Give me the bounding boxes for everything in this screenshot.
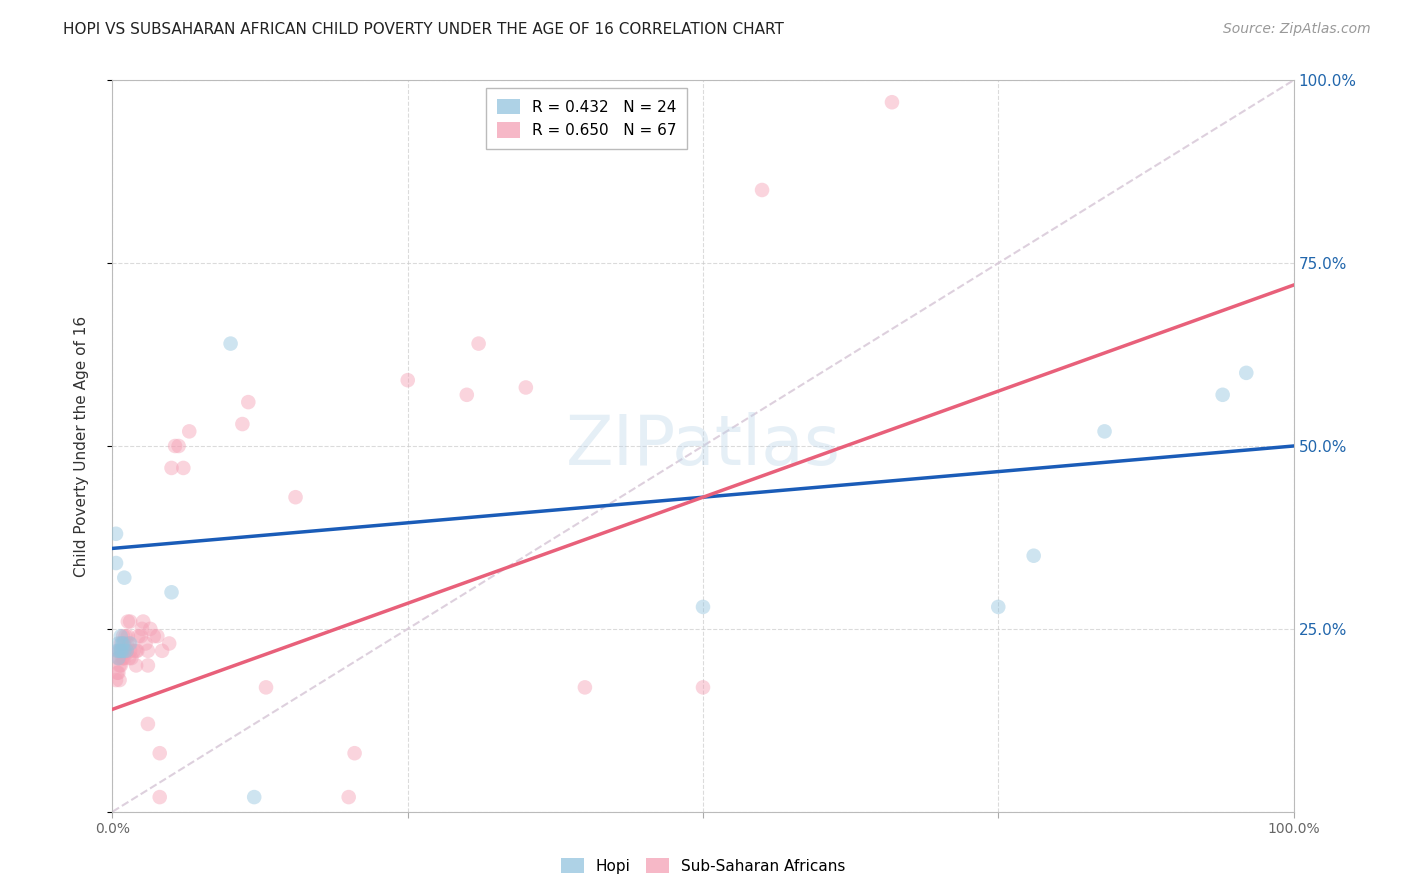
Point xyxy=(751,183,773,197)
Point xyxy=(692,681,714,695)
Point xyxy=(117,629,139,643)
Point xyxy=(132,615,155,629)
Point xyxy=(108,651,131,665)
Point xyxy=(108,658,131,673)
Point xyxy=(1022,549,1045,563)
Point xyxy=(107,665,129,680)
Point xyxy=(115,644,138,658)
Point xyxy=(692,599,714,614)
Point xyxy=(107,651,129,665)
Point xyxy=(112,571,135,585)
Point xyxy=(150,644,173,658)
Point xyxy=(105,556,128,570)
Point xyxy=(157,636,180,650)
Point xyxy=(125,658,148,673)
Point xyxy=(110,658,132,673)
Point xyxy=(122,644,145,658)
Point xyxy=(467,336,489,351)
Point xyxy=(337,790,360,805)
Point xyxy=(127,629,149,643)
Point xyxy=(114,629,136,643)
Point xyxy=(112,636,135,650)
Point xyxy=(136,644,159,658)
Text: ZIPatlas: ZIPatlas xyxy=(565,412,841,480)
Point xyxy=(1094,425,1116,439)
Point xyxy=(127,644,149,658)
Point xyxy=(107,636,129,650)
Point xyxy=(343,746,366,760)
Point xyxy=(108,644,131,658)
Point xyxy=(987,599,1010,614)
Point xyxy=(108,673,131,687)
Point xyxy=(149,746,172,760)
Point xyxy=(243,790,266,805)
Point xyxy=(110,629,132,643)
Point xyxy=(167,439,190,453)
Point xyxy=(111,651,134,665)
Point xyxy=(254,681,277,695)
Point xyxy=(114,644,136,658)
Point xyxy=(105,526,128,541)
Point xyxy=(105,665,128,680)
Point xyxy=(129,629,152,643)
Point xyxy=(135,636,157,650)
Point xyxy=(115,636,138,650)
Point xyxy=(112,636,135,650)
Point xyxy=(231,417,253,431)
Point xyxy=(120,636,142,650)
Y-axis label: Child Poverty Under the Age of 16: Child Poverty Under the Age of 16 xyxy=(75,316,89,576)
Point xyxy=(115,644,138,658)
Point xyxy=(136,658,159,673)
Point xyxy=(139,622,162,636)
Point xyxy=(1212,388,1234,402)
Point xyxy=(284,490,307,504)
Point xyxy=(110,636,132,650)
Point xyxy=(112,644,135,658)
Point xyxy=(142,629,165,643)
Point xyxy=(118,651,141,665)
Point xyxy=(149,790,172,805)
Point xyxy=(112,651,135,665)
Point xyxy=(110,644,132,658)
Point xyxy=(515,380,537,394)
Point xyxy=(125,644,148,658)
Point xyxy=(165,439,187,453)
Point xyxy=(160,585,183,599)
Point xyxy=(105,644,128,658)
Point xyxy=(111,636,134,650)
Point xyxy=(105,673,128,687)
Legend: R = 0.432   N = 24, R = 0.650   N = 67: R = 0.432 N = 24, R = 0.650 N = 67 xyxy=(486,88,688,149)
Text: Source: ZipAtlas.com: Source: ZipAtlas.com xyxy=(1223,22,1371,37)
Point xyxy=(107,644,129,658)
Point xyxy=(179,425,201,439)
Point xyxy=(111,644,134,658)
Point xyxy=(238,395,260,409)
Point xyxy=(146,629,169,643)
Text: HOPI VS SUBSAHARAN AFRICAN CHILD POVERTY UNDER THE AGE OF 16 CORRELATION CHART: HOPI VS SUBSAHARAN AFRICAN CHILD POVERTY… xyxy=(63,22,785,37)
Legend: Hopi, Sub-Saharan Africans: Hopi, Sub-Saharan Africans xyxy=(554,852,852,880)
Point xyxy=(111,644,134,658)
Point xyxy=(219,336,242,351)
Point xyxy=(117,615,139,629)
Point xyxy=(120,651,142,665)
Point xyxy=(110,644,132,658)
Point xyxy=(396,373,419,387)
Point xyxy=(136,717,159,731)
Point xyxy=(1234,366,1257,380)
Point xyxy=(111,644,134,658)
Point xyxy=(160,461,183,475)
Point xyxy=(112,651,135,665)
Point xyxy=(112,644,135,658)
Point xyxy=(118,636,141,650)
Point xyxy=(112,629,135,643)
Point xyxy=(880,95,903,110)
Point xyxy=(574,681,596,695)
Point xyxy=(456,388,478,402)
Point xyxy=(172,461,194,475)
Point xyxy=(131,622,153,636)
Point xyxy=(120,615,142,629)
Point xyxy=(107,651,129,665)
Point xyxy=(120,644,142,658)
